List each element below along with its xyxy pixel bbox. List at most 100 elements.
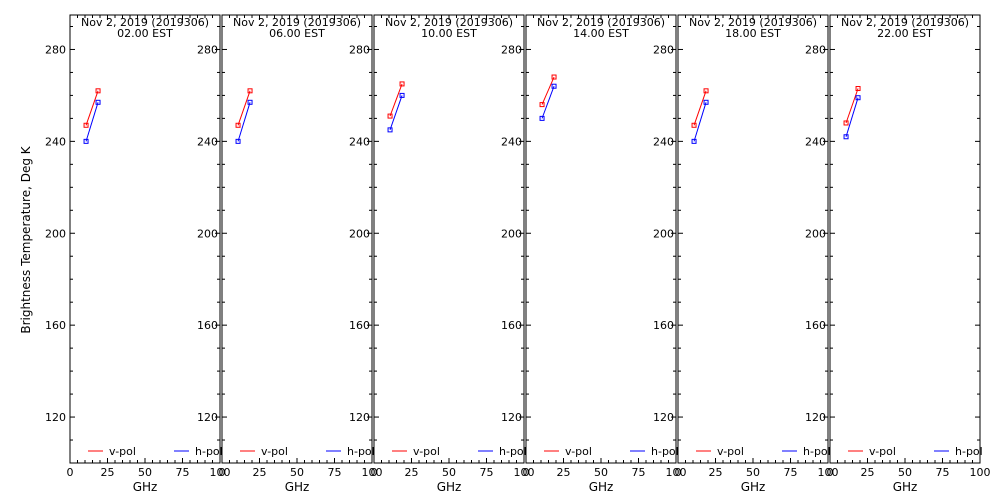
- data-point-v-pol: [387, 113, 393, 119]
- panel-6: 120 160 200 240 280 0 25 50 75 100 GHz Nov 2, 2019 …: [805, 14, 991, 494]
- x-tick-label: 100: [970, 466, 991, 479]
- y-tick-label: 120: [653, 411, 674, 424]
- x-tick-label: 25: [101, 466, 115, 479]
- data-point-v-pol: [83, 122, 89, 128]
- x-tick-label: 50: [290, 466, 304, 479]
- panel-title-line1: Nov 2, 2019 (2019306): [689, 16, 817, 29]
- y-tick-label: 120: [501, 411, 522, 424]
- y-tick-label: 200: [197, 227, 218, 240]
- data-point-v-pol: [399, 81, 405, 87]
- data-point-v-pol: [691, 122, 697, 128]
- x-tick-label: 0: [675, 466, 682, 479]
- legend-label-h-pol: h-pol: [803, 445, 831, 458]
- y-tick-label: 280: [45, 43, 66, 56]
- legend-label-v-pol: v-pol: [565, 445, 592, 458]
- data-point-h-pol: [691, 138, 697, 144]
- x-axis-label: GHz: [285, 480, 310, 494]
- y-tick-label: 240: [45, 135, 66, 148]
- data-point-v-pol: [247, 88, 253, 94]
- data-point-v-pol: [95, 88, 101, 94]
- x-tick-label: 25: [861, 466, 875, 479]
- data-point-v-pol: [855, 86, 861, 92]
- data-point-v-pol: [703, 88, 709, 94]
- y-tick-label: 120: [805, 411, 826, 424]
- panel-title-line2: 18.00 EST: [725, 27, 781, 40]
- x-tick-label: 75: [784, 466, 798, 479]
- x-tick-label: 100: [210, 466, 231, 479]
- y-tick-label: 200: [653, 227, 674, 240]
- y-tick-label: 120: [197, 411, 218, 424]
- panel-5: 120 160 200 240 280 0 25 50 75 100 GHz Nov 2, 2019 …: [653, 14, 839, 494]
- data-point-h-pol: [855, 95, 861, 101]
- y-tick-label: 120: [45, 411, 66, 424]
- x-tick-label: 25: [709, 466, 723, 479]
- panel-title-line1: Nov 2, 2019 (2019306): [81, 16, 209, 29]
- y-tick-label: 280: [197, 43, 218, 56]
- data-point-h-pol: [551, 83, 557, 89]
- series-line-h-pol: [389, 95, 403, 131]
- panel-title-line1: Nov 2, 2019 (2019306): [233, 16, 361, 29]
- x-tick-label: 75: [632, 466, 646, 479]
- x-tick-label: 100: [818, 466, 839, 479]
- x-tick-label: 0: [371, 466, 378, 479]
- data-point-h-pol: [843, 134, 849, 140]
- data-point-h-pol: [399, 92, 405, 98]
- y-tick-label: 160: [653, 319, 674, 332]
- data-point-h-pol: [539, 115, 545, 121]
- y-tick-label: 200: [45, 227, 66, 240]
- series-line-v-pol: [237, 90, 251, 126]
- series-line-h-pol: [237, 102, 251, 142]
- legend-label-v-pol: v-pol: [413, 445, 440, 458]
- x-tick-label: 0: [523, 466, 530, 479]
- x-tick-label: 50: [442, 466, 456, 479]
- panel-3: 120 160 200 240 280 0 25 50 75 100 GHz Nov 2, 2019 …: [349, 14, 535, 494]
- y-tick-label: 240: [501, 135, 522, 148]
- y-axis-label: Brightness Temperature, Deg K: [19, 145, 33, 333]
- y-tick-label: 280: [501, 43, 522, 56]
- panel-2: 120 160 200 240 280 0 25 50 75 100 GHz Nov 2, 2019 …: [197, 14, 383, 494]
- series-line-v-pol: [693, 90, 707, 126]
- x-tick-label: 0: [67, 466, 74, 479]
- x-tick-label: 100: [666, 466, 687, 479]
- series-line-h-pol: [85, 102, 99, 142]
- legend-label-h-pol: h-pol: [347, 445, 375, 458]
- series-line-v-pol: [389, 83, 403, 117]
- series-line-h-pol: [693, 102, 707, 142]
- legend-label-h-pol: h-pol: [955, 445, 983, 458]
- x-axis-label: GHz: [741, 480, 766, 494]
- series-line-h-pol: [541, 86, 555, 119]
- y-tick-label: 160: [501, 319, 522, 332]
- x-tick-label: 75: [328, 466, 342, 479]
- panel-title-line2: 14.00 EST: [573, 27, 629, 40]
- legend-label-h-pol: h-pol: [651, 445, 679, 458]
- plot-frame: [829, 14, 981, 464]
- x-tick-label: 0: [827, 466, 834, 479]
- y-tick-label: 280: [349, 43, 370, 56]
- legend-label-v-pol: v-pol: [717, 445, 744, 458]
- panel-4: 120 160 200 240 280 0 25 50 75 100 GHz Nov 2, 2019 …: [501, 14, 687, 494]
- x-tick-label: 75: [176, 466, 190, 479]
- data-point-h-pol: [703, 99, 709, 105]
- legend-label-v-pol: v-pol: [869, 445, 896, 458]
- x-tick-label: 25: [253, 466, 267, 479]
- y-tick-label: 240: [197, 135, 218, 148]
- panel-title-line2: 22.00 EST: [877, 27, 933, 40]
- y-tick-label: 160: [805, 319, 826, 332]
- x-axis-label: GHz: [589, 480, 614, 494]
- x-tick-label: 25: [557, 466, 571, 479]
- x-tick-label: 50: [594, 466, 608, 479]
- panel-title-line2: 06.00 EST: [269, 27, 325, 40]
- panel-1: 120 160 200 240 280 0 25 50 75 100 GHz Nov 2, 2019 …: [45, 14, 231, 494]
- y-tick-label: 280: [653, 43, 674, 56]
- data-point-v-pol: [843, 120, 849, 126]
- x-tick-label: 75: [936, 466, 950, 479]
- series-line-h-pol: [845, 97, 859, 137]
- y-tick-label: 160: [349, 319, 370, 332]
- series-line-v-pol: [845, 88, 859, 124]
- y-tick-label: 200: [805, 227, 826, 240]
- panel-title-line2: 10.00 EST: [421, 27, 477, 40]
- legend-label-v-pol: v-pol: [261, 445, 288, 458]
- legend-label-h-pol: h-pol: [499, 445, 527, 458]
- panel-title-line1: Nov 2, 2019 (2019306): [537, 16, 665, 29]
- data-point-h-pol: [247, 99, 253, 105]
